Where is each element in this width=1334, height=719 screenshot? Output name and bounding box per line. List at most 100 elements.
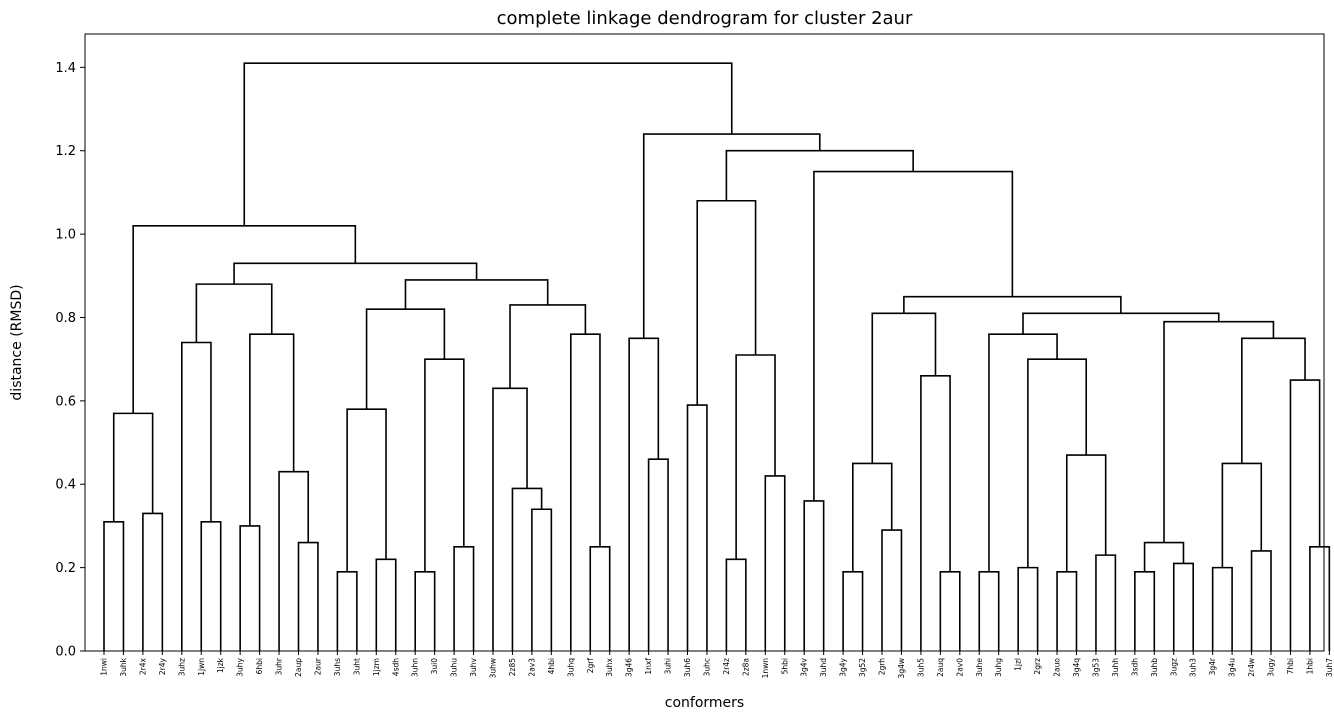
- y-tick-label: 1.0: [55, 228, 76, 243]
- leaf-label: 3ugz: [1169, 658, 1178, 676]
- y-tick-label: 1.4: [55, 61, 76, 76]
- dendrogram-link: [1309, 545, 1331, 651]
- dendrogram-link: [1027, 358, 1088, 568]
- dendrogram-link: [1163, 320, 1275, 543]
- leaf-label: 3ui0: [430, 658, 439, 675]
- leaf-label: 3g4v: [800, 657, 809, 676]
- dendrogram-link: [375, 558, 397, 651]
- leaf-label: 2grz: [1033, 658, 1042, 675]
- leaf-label: 2z8a: [741, 658, 750, 676]
- dendrogram-link: [647, 458, 669, 651]
- leaf-label: 2av3: [527, 658, 536, 677]
- leaf-label: 3uhi: [664, 658, 673, 674]
- leaf-label: 3g52: [858, 658, 867, 677]
- leaf-label: 5hbi: [780, 658, 789, 674]
- leaf-label: 3uhe: [975, 658, 984, 677]
- leaf-label: 3g4r: [1208, 657, 1217, 675]
- leaf-label: 3uhw: [489, 658, 498, 678]
- dendrogram-links: [103, 62, 1331, 651]
- dendrogram-link: [852, 462, 893, 572]
- leaf-label: 3uhb: [1150, 658, 1159, 677]
- leaf-label: 1jzl: [1014, 658, 1023, 671]
- dendrogram-link: [509, 304, 587, 389]
- dendrogram-link: [103, 520, 125, 651]
- dendrogram-link: [1017, 566, 1039, 651]
- dendrogram-link: [1289, 379, 1321, 651]
- leaf-label: 3uht: [352, 658, 361, 675]
- dendrogram-link: [278, 470, 310, 651]
- leaf-label: 3sdh: [1130, 658, 1139, 676]
- leaf-label: 2auo: [1053, 658, 1062, 677]
- leaf-label: 3ugy: [1267, 657, 1276, 676]
- dendrogram-link: [142, 512, 164, 651]
- dendrogram-link: [511, 487, 543, 651]
- dendrogram-link: [1221, 462, 1263, 568]
- dendrogram-link: [1143, 541, 1185, 572]
- y-axis: 0.0 0.2 0.4 0.6 0.8 1.0 1.2 1.4: [55, 61, 85, 660]
- leaf-label: 2z85: [508, 658, 517, 676]
- dendrogram-link: [764, 475, 786, 651]
- dendrogram-link: [1095, 554, 1117, 651]
- dendrogram-link: [696, 199, 757, 406]
- leaf-label: 2av0: [955, 658, 964, 677]
- dendrogram-link: [903, 295, 1122, 314]
- dendrogram-link: [336, 570, 358, 651]
- leaf-label: 1hbi: [1305, 658, 1314, 674]
- leaf-label: 2r4x: [138, 657, 147, 675]
- leaf-label: 3g53: [1091, 658, 1100, 677]
- leaf-label: 1nxf: [644, 658, 653, 675]
- leaf-label: 4hbi: [547, 658, 556, 674]
- leaf-label: 3uhy: [236, 657, 245, 676]
- y-tick-label: 0.8: [55, 311, 76, 326]
- dendrogram-link: [1172, 562, 1194, 651]
- leaf-label: 3uhc: [702, 658, 711, 676]
- leaf-label: 1jzm: [372, 658, 381, 676]
- dendrogram-link: [1022, 312, 1220, 335]
- leaf-label: 2aup: [294, 658, 303, 677]
- dendrogram-link: [920, 375, 951, 651]
- dendrogram-link: [725, 149, 914, 201]
- dendrogram-link: [1211, 566, 1233, 651]
- leaf-label: 6hbi: [255, 658, 264, 674]
- leaf-label: 3uh7: [1325, 658, 1334, 677]
- leaf-label: 1jwn: [197, 658, 206, 676]
- leaf-label: 2aur: [313, 657, 322, 675]
- leaf-label: 3g4q: [1072, 658, 1081, 677]
- dendrogram-link: [939, 570, 961, 651]
- leaf-label: 3uh5: [916, 658, 925, 677]
- dendrogram-link: [1056, 570, 1078, 651]
- leaf-label: 4sdh: [391, 658, 400, 676]
- leaf-label: 3uhv: [469, 657, 478, 676]
- leaf-label: 2r4z: [722, 658, 731, 675]
- dendrogram-link: [570, 333, 601, 651]
- y-tick-label: 0.0: [55, 645, 76, 660]
- x-axis: 1nwi 3uhk 2r4x 2r4y 3uhz 1jwn 1jzk 3uhy 6hbi 3uhr…: [100, 651, 1334, 678]
- dendrogram-link: [531, 508, 553, 651]
- y-tick-label: 0.6: [55, 394, 76, 409]
- leaf-label: 3uhk: [119, 657, 128, 676]
- leaf-label: 3uhu: [450, 658, 459, 677]
- leaf-label: 3uhg: [994, 658, 1003, 677]
- dendrogram-link: [881, 529, 903, 651]
- dendrogram-link: [1134, 570, 1156, 651]
- dendrogram-link: [589, 545, 611, 651]
- y-tick-label: 0.4: [55, 478, 76, 493]
- leaf-label: 2grh: [878, 658, 887, 675]
- leaf-label: 3uhd: [819, 658, 828, 677]
- dendrogram-link: [628, 337, 660, 651]
- dendrogram-link: [346, 408, 387, 572]
- leaf-label: 3g4y: [839, 657, 848, 676]
- dendrogram-link: [803, 500, 825, 651]
- leaf-label: 3uhs: [333, 658, 342, 676]
- dendrogram-link: [239, 525, 261, 651]
- leaf-label: 2r4y: [158, 657, 167, 675]
- dendrogram-link: [424, 358, 465, 572]
- y-tick-label: 0.2: [55, 561, 76, 576]
- leaf-label: 3uhh: [1111, 658, 1120, 677]
- dendrogram-link: [297, 541, 319, 651]
- y-axis-label: distance (RMSD): [9, 284, 25, 400]
- dendrogram-link: [365, 308, 446, 410]
- chart-title: complete linkage dendrogram for cluster …: [497, 8, 913, 29]
- dendrogram-link: [642, 133, 821, 339]
